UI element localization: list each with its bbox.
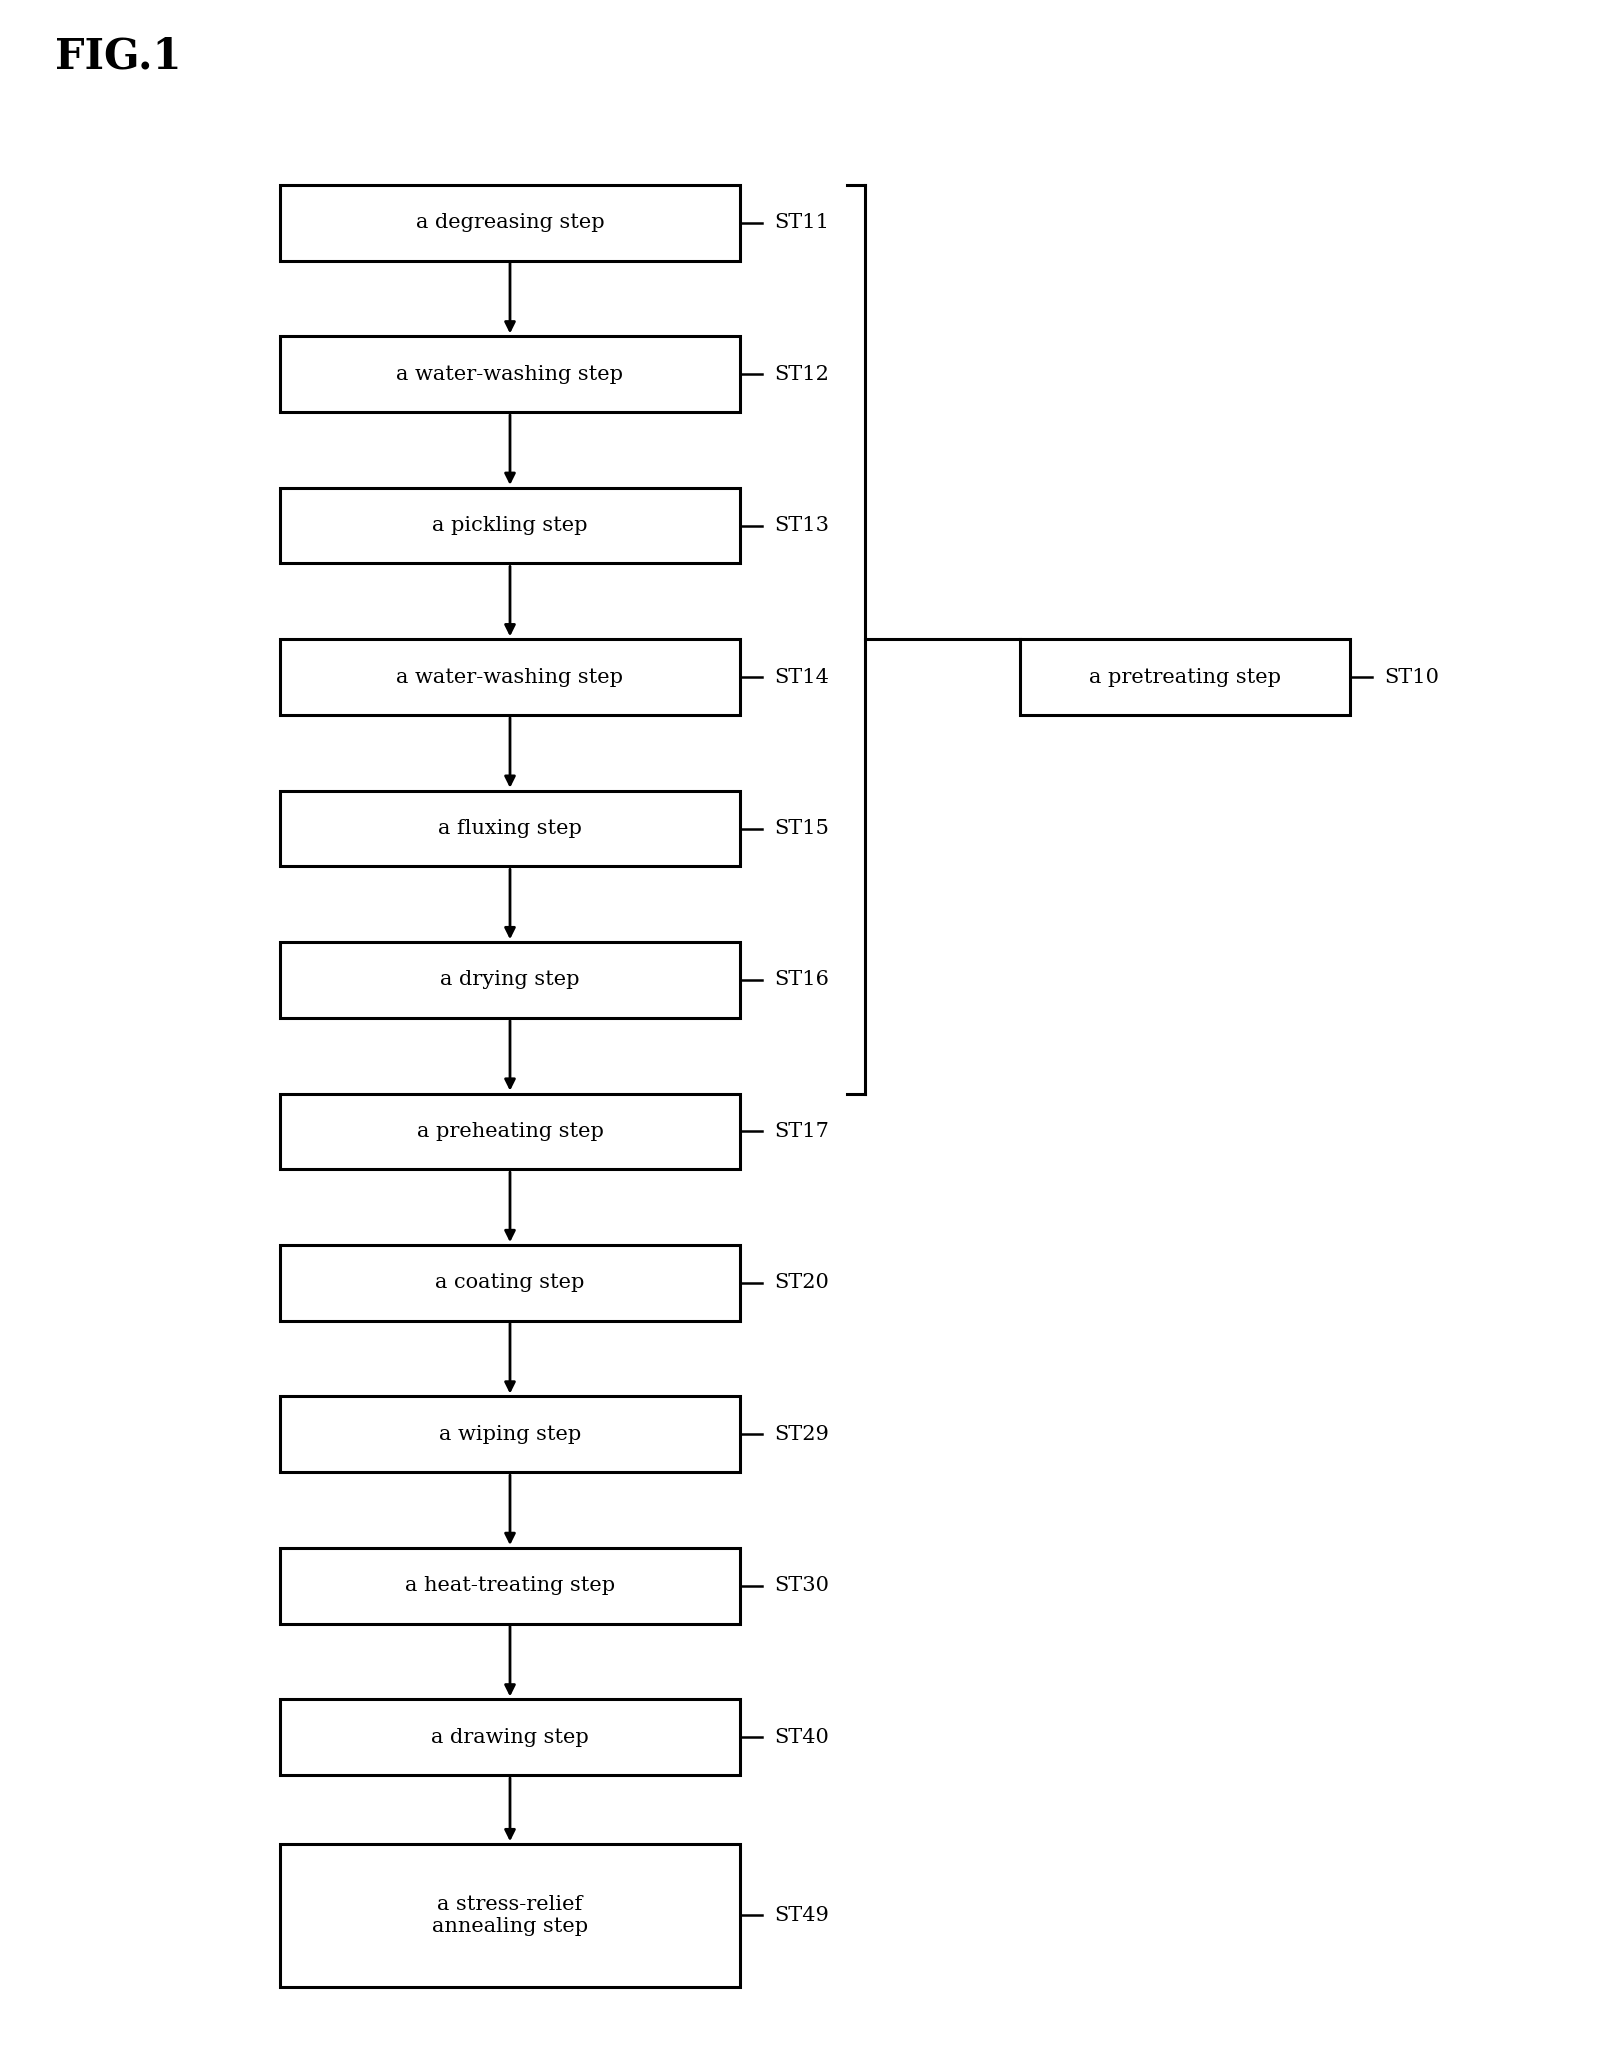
- Text: ST20: ST20: [775, 1272, 830, 1293]
- FancyBboxPatch shape: [279, 336, 739, 412]
- Text: ST10: ST10: [1383, 668, 1440, 686]
- Text: a degreasing step: a degreasing step: [416, 213, 604, 232]
- Text: a water-washing step: a water-washing step: [397, 668, 623, 686]
- Text: ST15: ST15: [775, 820, 830, 838]
- Text: a fluxing step: a fluxing step: [437, 820, 583, 838]
- Text: a pickling step: a pickling step: [433, 516, 587, 535]
- Text: ST30: ST30: [775, 1576, 830, 1596]
- Text: ST12: ST12: [775, 365, 830, 383]
- FancyBboxPatch shape: [279, 943, 739, 1018]
- Text: a drawing step: a drawing step: [431, 1727, 589, 1746]
- FancyBboxPatch shape: [279, 791, 739, 867]
- Text: ST40: ST40: [775, 1727, 830, 1746]
- Text: a preheating step: a preheating step: [416, 1123, 604, 1141]
- Text: ST16: ST16: [775, 971, 830, 990]
- Text: a drying step: a drying step: [441, 971, 579, 990]
- FancyBboxPatch shape: [1020, 639, 1349, 715]
- Text: a coating step: a coating step: [436, 1272, 584, 1293]
- Text: FIG.1: FIG.1: [55, 35, 181, 78]
- FancyBboxPatch shape: [279, 1397, 739, 1471]
- Text: ST13: ST13: [775, 516, 830, 535]
- FancyBboxPatch shape: [279, 488, 739, 563]
- Text: ST11: ST11: [775, 213, 830, 232]
- Text: ST49: ST49: [775, 1906, 830, 1924]
- FancyBboxPatch shape: [279, 1547, 739, 1623]
- Text: a stress-relief
annealing step: a stress-relief annealing step: [433, 1895, 587, 1936]
- Text: a pretreating step: a pretreating step: [1089, 668, 1282, 686]
- FancyBboxPatch shape: [279, 1094, 739, 1170]
- FancyBboxPatch shape: [279, 1246, 739, 1322]
- Text: a wiping step: a wiping step: [439, 1424, 581, 1445]
- Text: ST29: ST29: [775, 1424, 830, 1445]
- Text: a water-washing step: a water-washing step: [397, 365, 623, 383]
- FancyBboxPatch shape: [279, 184, 739, 260]
- Text: a heat-treating step: a heat-treating step: [405, 1576, 615, 1596]
- FancyBboxPatch shape: [279, 1699, 739, 1774]
- FancyBboxPatch shape: [279, 1844, 739, 1988]
- Text: ST17: ST17: [775, 1123, 830, 1141]
- Text: ST14: ST14: [775, 668, 830, 686]
- FancyBboxPatch shape: [279, 639, 739, 715]
